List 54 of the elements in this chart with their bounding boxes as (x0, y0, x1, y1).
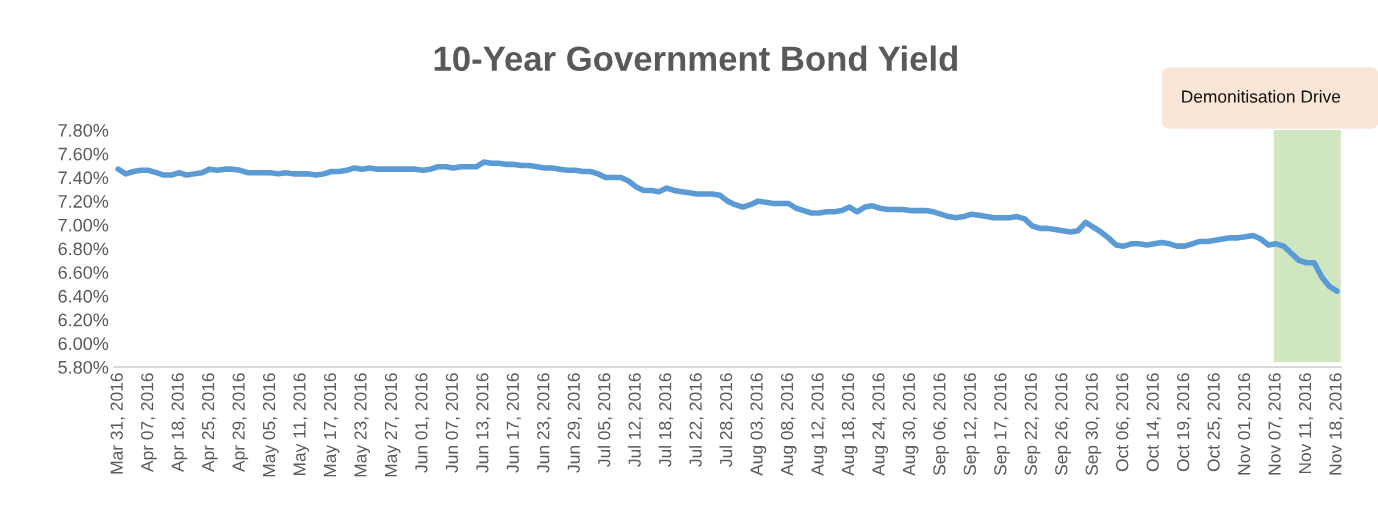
x-tick-label: Nov 11, 2016 (1298, 373, 1314, 474)
y-tick-label: 7.20% (58, 195, 109, 208)
y-tick-label: 7.80% (58, 123, 109, 137)
x-tick-label: Aug 12, 2016 (811, 373, 828, 476)
x-tick-label: Jul 12, 2016 (628, 373, 643, 467)
y-tick-label: 6.20% (58, 313, 109, 327)
x-tick-label: Aug 30, 2016 (902, 373, 919, 476)
x-tick-label: Apr 07, 2016 (141, 373, 157, 472)
x-tick-label: Sep 26, 2016 (1055, 373, 1071, 476)
x-tick-label: Oct 19, 2016 (1177, 373, 1192, 472)
y-tick-label: 5.80% (58, 360, 109, 374)
x-tick-label: Aug 03, 2016 (750, 373, 767, 476)
y-tick-label: 6.60% (58, 266, 109, 279)
x-tick-label: Sep 22, 2016 (1024, 373, 1041, 476)
x-tick-label: Oct 25, 2016 (1207, 373, 1222, 472)
x-tick-label: Jun 17, 2016 (506, 373, 521, 473)
x-tick-label: Jul 22, 2016 (689, 373, 704, 467)
x-tick-label: Mar 31, 2016 (110, 373, 125, 474)
y-tick-label: 6.80% (58, 242, 109, 256)
x-tick-label: Sep 06, 2016 (933, 373, 949, 476)
x-tick-label: Aug 18, 2016 (841, 373, 858, 476)
y-tick-label: 7.40% (58, 171, 109, 185)
x-tick-label: Aug 24, 2016 (872, 373, 889, 476)
x-tick-label: Jun 07, 2016 (445, 373, 461, 473)
x-tick-label: Apr 25, 2016 (201, 373, 218, 472)
x-tick-label: Jun 01, 2016 (415, 373, 430, 473)
y-tick-label: 6.40% (58, 289, 109, 303)
x-tick-label: Aug 08, 2016 (780, 373, 797, 476)
x-tick-label: Jul 18, 2016 (658, 373, 674, 467)
y-tick-label: 7.00% (58, 218, 109, 232)
chart-title: 10-Year Government Bond Yield (434, 45, 958, 71)
y-tick-label: 7.60% (58, 147, 109, 161)
x-tick-label: Apr 18, 2016 (171, 373, 188, 472)
x-tick-label: May 17, 2016 (323, 373, 340, 477)
x-tick-label: Jun 23, 2016 (537, 373, 552, 473)
y-tick-label: 6.00% (58, 337, 109, 351)
x-tick-label: Oct 14, 2016 (1146, 373, 1161, 472)
x-tick-label: Nov 07, 2016 (1268, 373, 1283, 475)
x-tick-label: Sep 17, 2016 (994, 373, 1010, 476)
x-tick-label: Nov 18, 2016 (1329, 373, 1344, 475)
x-tick-label: May 05, 2016 (262, 373, 279, 477)
x-tick-label: Jul 28, 2016 (719, 373, 735, 467)
x-tick-label: Jun 13, 2016 (476, 373, 491, 473)
x-tick-label: May 27, 2016 (384, 373, 401, 477)
x-tick-label: Nov 01, 2016 (1237, 373, 1253, 475)
x-tick-label: Jul 05, 2016 (597, 373, 613, 467)
x-tick-label: Jun 29, 2016 (567, 373, 582, 473)
x-tick-label: May 23, 2016 (354, 373, 371, 477)
x-tick-label: May 11, 2016 (293, 373, 310, 476)
x-tick-label: Sep 12, 2016 (963, 373, 980, 476)
band-label: Demonitisation Drive (1182, 89, 1341, 103)
x-tick-label: Sep 30, 2016 (1085, 373, 1102, 476)
x-tick-label: Oct 06, 2016 (1116, 373, 1131, 472)
x-tick-label: Apr 29, 2016 (232, 373, 249, 472)
